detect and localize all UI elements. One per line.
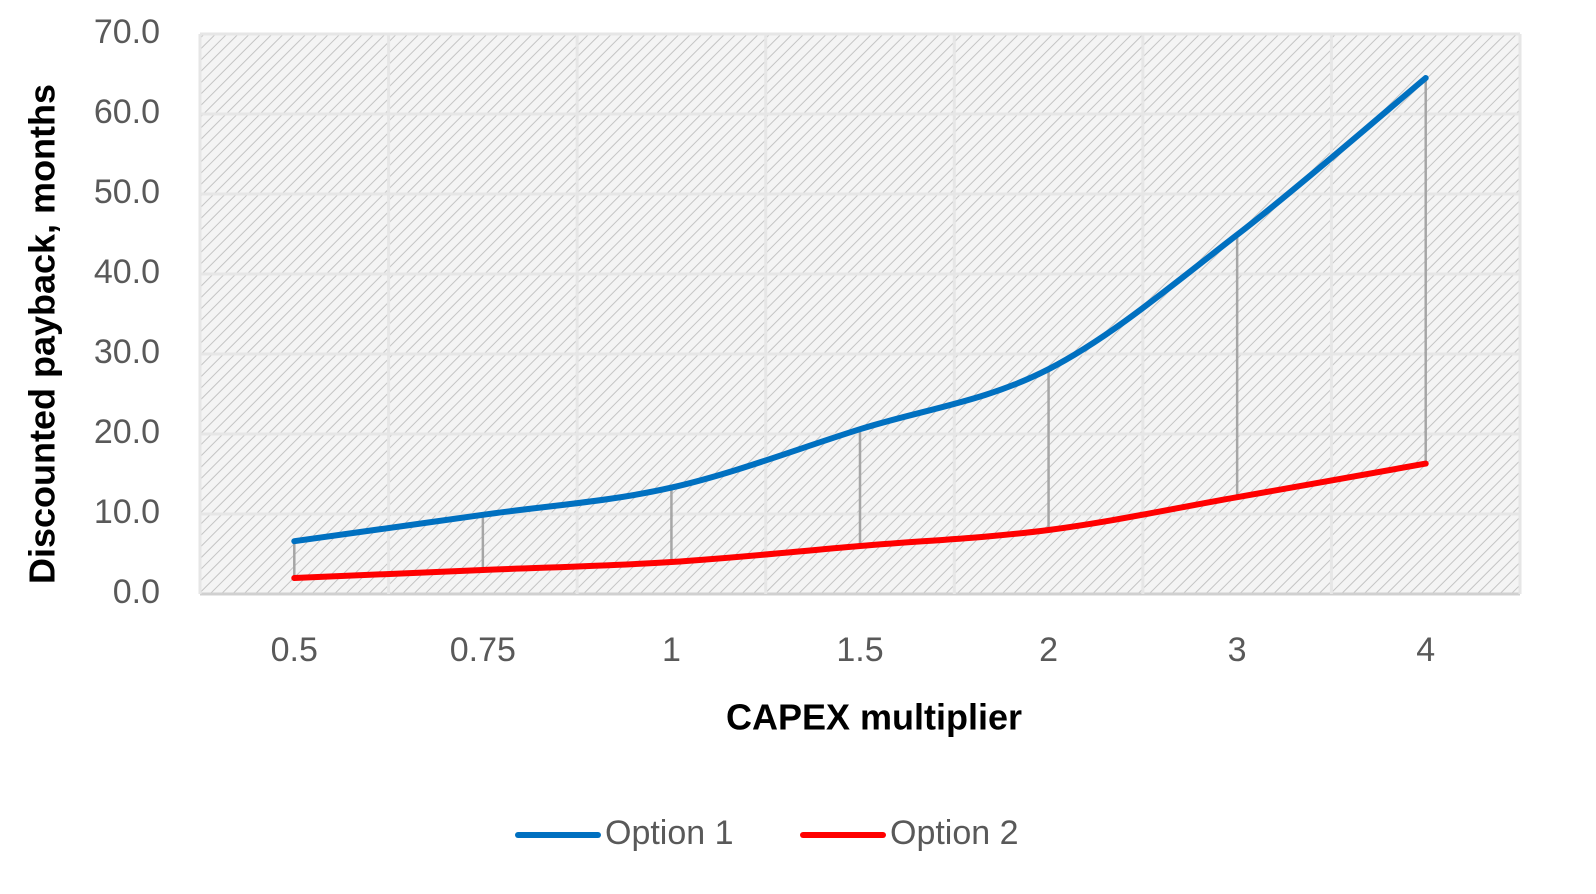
x-tick-label: 4 <box>1416 631 1435 669</box>
line-series <box>291 460 1429 581</box>
x-tick-label: 2 <box>1039 631 1058 669</box>
y-tick-label: 10.0 <box>94 493 160 531</box>
y-tick-label: 20.0 <box>94 413 160 451</box>
y-tick-label: 50.0 <box>94 173 160 211</box>
y-tick-label: 60.0 <box>94 93 160 131</box>
legend-label: Option 2 <box>890 814 1019 852</box>
x-axis-title: CAPEX multiplier <box>726 697 1022 738</box>
y-axis-title: Discounted payback, months <box>22 84 63 584</box>
y-tick-label: 0.0 <box>113 573 160 611</box>
line-series <box>291 75 1429 545</box>
x-tick-label: 3 <box>1228 631 1247 669</box>
legend-label: Option 1 <box>605 814 734 852</box>
x-tick-label: 0.75 <box>450 631 516 669</box>
x-tick-label: 0.5 <box>271 631 318 669</box>
y-tick-label: 30.0 <box>94 333 160 371</box>
y-tick-label: 70.0 <box>94 13 160 51</box>
x-tick-label: 1.5 <box>836 631 883 669</box>
x-tick-label: 1 <box>662 631 681 669</box>
y-tick-label: 40.0 <box>94 253 160 291</box>
